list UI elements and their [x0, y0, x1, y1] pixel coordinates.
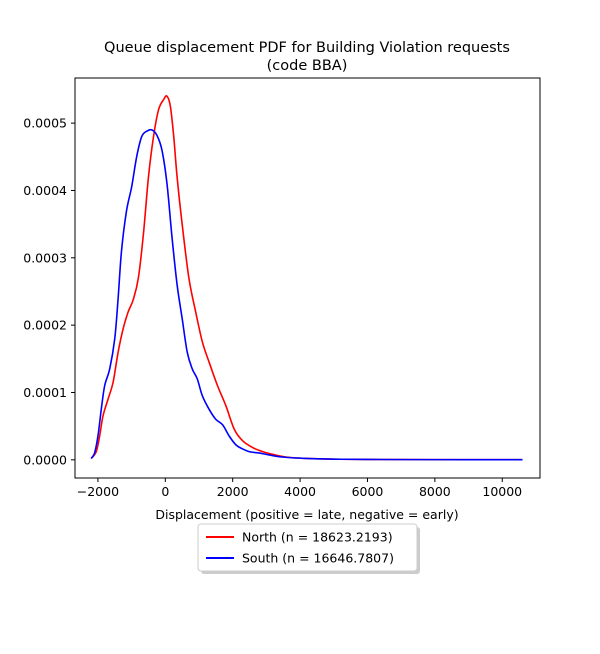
y-tick-label: 0.0002 — [23, 318, 67, 333]
north-density-line — [90, 95, 523, 461]
y-tick-label: 0.0005 — [23, 116, 67, 131]
chart-title: Queue displacement PDF for Building Viol… — [104, 40, 510, 56]
plot-frame — [74, 77, 541, 479]
y-tick-label: 0.0001 — [23, 385, 67, 400]
x-tick-label: 10000 — [482, 484, 522, 499]
y-tick-label: 0.0004 — [23, 183, 67, 198]
x-tick-label: 2000 — [217, 484, 249, 499]
x-axis: −2000 0 2000 4000 6000 8000 10000 — [77, 478, 522, 499]
legend: North (n = 18623.2193) South (n = 16646.… — [197, 523, 420, 574]
plot-area — [90, 95, 523, 461]
x-tick-label: 4000 — [284, 484, 316, 499]
chart-subtitle: (code BBA) — [267, 58, 348, 74]
y-tick-label: 0.0000 — [23, 452, 67, 467]
x-axis-label: Displacement (positive = late, negative … — [155, 507, 458, 522]
legend-north-label: North (n = 18623.2193) — [242, 530, 393, 545]
x-tick-label: 8000 — [419, 484, 451, 499]
south-density-line — [90, 128, 523, 461]
y-tick-label: 0.0003 — [23, 250, 67, 265]
x-tick-label: 6000 — [352, 484, 384, 499]
x-tick-label: −2000 — [77, 484, 119, 499]
legend-south-label: South (n = 16646.7807) — [242, 551, 394, 566]
legend-box — [197, 523, 418, 572]
y-axis: 0.0000 0.0001 0.0002 0.0003 0.0004 0.0005 — [23, 116, 75, 467]
x-tick-label: 0 — [161, 484, 169, 499]
